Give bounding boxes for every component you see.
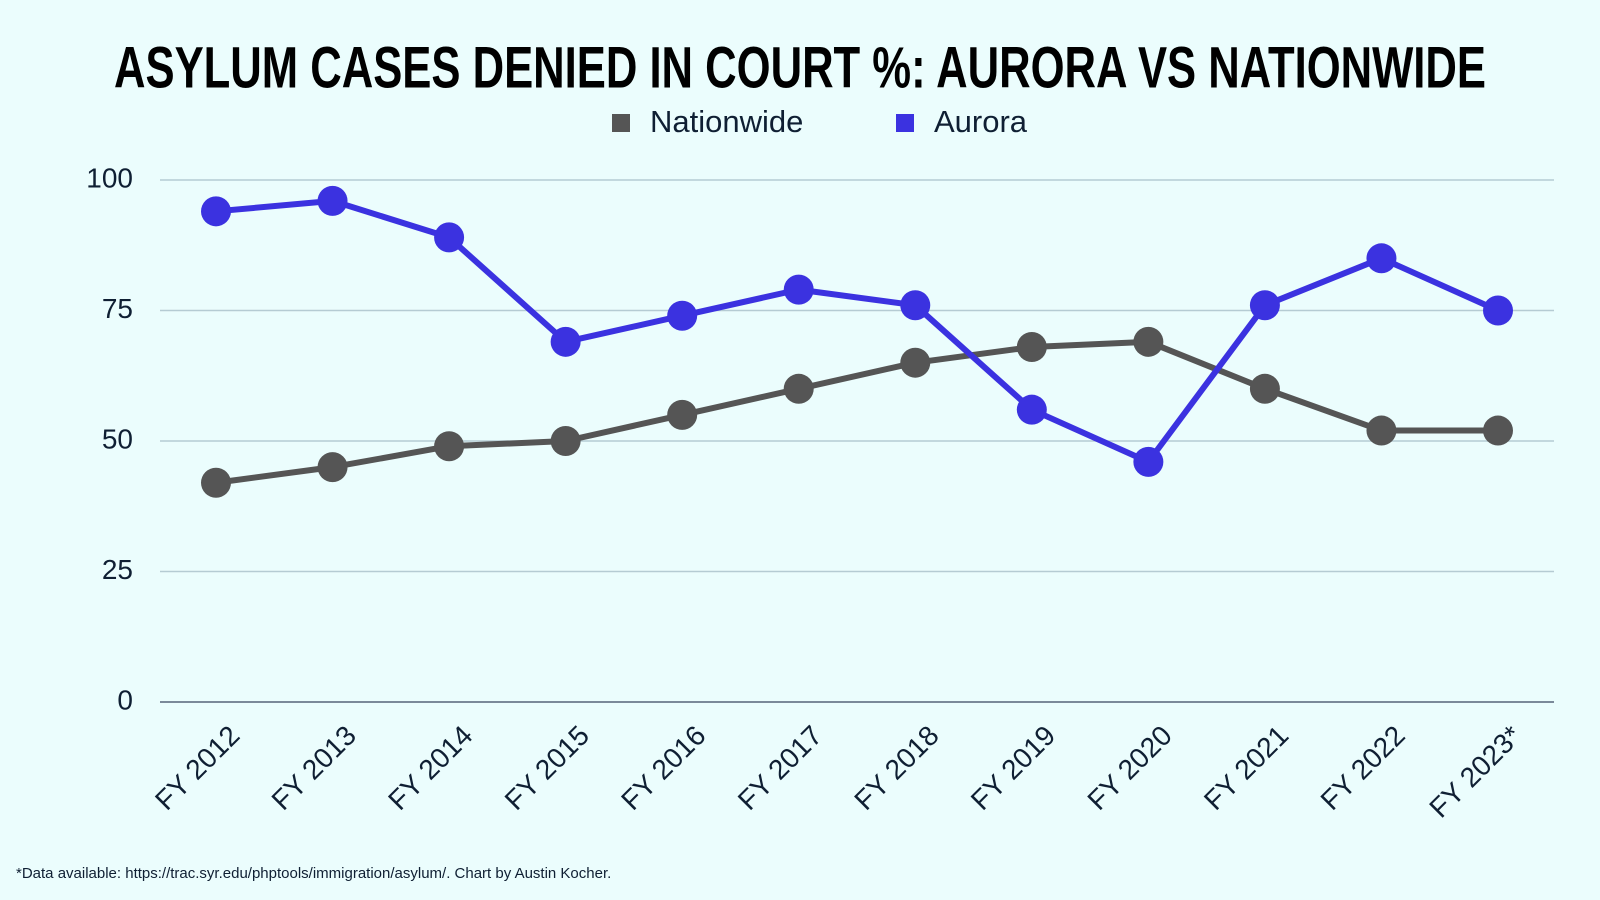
data-point <box>1483 415 1513 446</box>
y-tick-label: 0 <box>117 684 133 715</box>
chart-title: ASYLUM CASES DENIED IN COURT %: AURORA V… <box>114 35 1486 100</box>
data-point <box>667 399 698 430</box>
data-point <box>667 300 698 331</box>
data-point <box>1483 295 1513 326</box>
data-point <box>1366 243 1397 274</box>
data-point <box>900 347 931 378</box>
data-point <box>550 326 581 357</box>
footnote: *Data available: https://trac.syr.edu/ph… <box>16 865 611 882</box>
data-point <box>783 274 814 305</box>
data-point <box>1016 394 1047 425</box>
legend-swatch <box>896 114 914 132</box>
data-point <box>201 196 231 227</box>
data-point <box>1366 415 1397 446</box>
data-point <box>1133 326 1164 357</box>
data-point <box>1016 332 1047 363</box>
data-point <box>434 222 465 253</box>
data-point <box>1249 290 1280 321</box>
data-point <box>783 373 814 404</box>
legend-label: Aurora <box>934 104 1028 139</box>
y-tick-label: 50 <box>102 423 133 454</box>
data-point <box>317 452 348 483</box>
legend-swatch <box>612 114 630 132</box>
data-point <box>1249 373 1280 404</box>
y-tick-label: 100 <box>86 162 133 193</box>
series-line <box>215 338 1498 486</box>
data-point <box>900 290 931 321</box>
data-point <box>1133 446 1164 477</box>
y-tick-label: 75 <box>102 293 133 324</box>
legend-label: Nationwide <box>650 104 803 139</box>
series-line <box>215 197 1500 465</box>
data-point <box>201 467 231 498</box>
y-tick-label: 25 <box>102 554 133 585</box>
data-point <box>434 431 465 462</box>
data-point <box>317 185 348 216</box>
data-point <box>550 426 581 456</box>
